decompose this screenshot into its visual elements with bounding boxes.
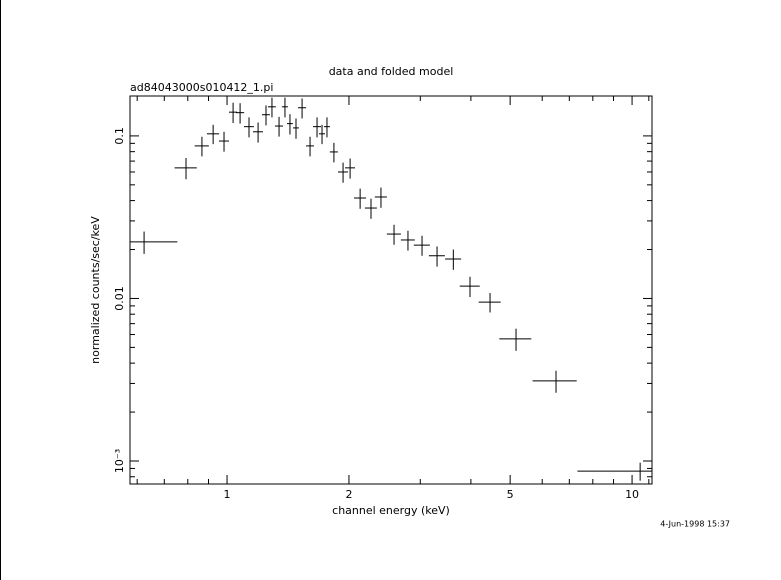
chart-title: data and folded model xyxy=(329,65,454,78)
y-tick-label: 0.1 xyxy=(113,127,126,145)
footer-timestamp: 4-Jun-1998 15:37 xyxy=(660,520,730,529)
x-tick-label: 10 xyxy=(625,488,639,501)
plot-frame xyxy=(129,95,653,485)
chart-subtitle: ad84043000s010412_1.pi xyxy=(130,81,273,94)
x-axis-label: channel energy (keV) xyxy=(332,504,450,517)
x-tick-label: 1 xyxy=(224,488,231,501)
y-axis-label: normalized counts/sec/keV xyxy=(89,216,102,364)
x-tick-label: 5 xyxy=(507,488,514,501)
x-tick-label: 2 xyxy=(345,488,352,501)
y-tick-label: 0.01 xyxy=(113,286,126,311)
data-layer xyxy=(130,97,652,481)
y-tick-label: 10⁻³ xyxy=(113,449,126,473)
